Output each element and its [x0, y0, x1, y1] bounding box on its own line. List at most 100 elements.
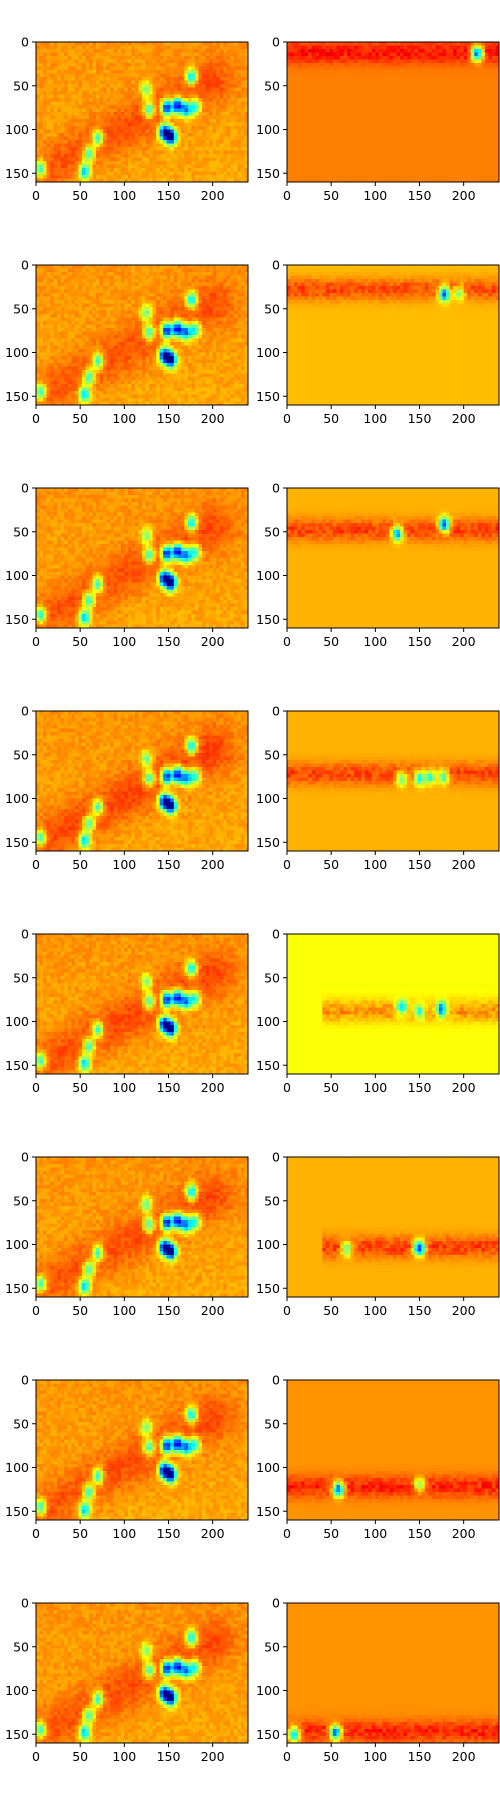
heatmap-cell [198, 147, 203, 151]
heatmap-cell [287, 70, 291, 74]
heatmap-cell [385, 105, 390, 109]
heatmap-cell [322, 91, 327, 95]
heatmap-cell [156, 70, 161, 74]
heatmap-cell [60, 143, 65, 148]
heatmap-cell [43, 178, 47, 183]
heatmap-cell [81, 268, 86, 273]
heatmap-cell [449, 112, 454, 116]
heatmap-cell [85, 59, 90, 64]
heatmap-cell [385, 154, 390, 158]
heatmap-cell [467, 161, 472, 165]
heatmap-cell [481, 147, 486, 151]
heatmap-cell [428, 94, 433, 99]
heatmap-cell [127, 143, 132, 148]
heatmap-cell [184, 133, 189, 137]
heatmap-cell [163, 42, 168, 46]
heatmap-cell [156, 136, 161, 141]
heatmap-cell [467, 45, 472, 50]
heatmap-cell [484, 129, 489, 134]
heatmap-cell [449, 157, 454, 162]
heatmap-cell [431, 157, 436, 162]
heatmap-cell [311, 150, 316, 155]
heatmap-cell [467, 56, 472, 60]
heatmap-cell [495, 112, 500, 116]
heatmap-cell [113, 140, 118, 144]
heatmap-cell [92, 164, 97, 169]
heatmap-cell [81, 168, 86, 172]
heatmap-cell [145, 59, 150, 64]
heatmap-cell [78, 161, 83, 165]
heatmap-cell [202, 91, 206, 95]
heatmap-cell [230, 150, 235, 155]
heatmap-cell [173, 52, 178, 57]
heatmap-cell [290, 94, 295, 99]
heatmap-cell [463, 112, 468, 116]
heatmap-cell [308, 164, 313, 169]
heatmap-cell [184, 129, 189, 134]
heatmap-cell [361, 91, 366, 95]
heatmap-cell [449, 94, 454, 99]
heatmap-cell [195, 133, 199, 137]
heatmap-cell [414, 91, 419, 95]
heatmap-cell [36, 175, 40, 179]
heatmap-cell [414, 136, 419, 141]
heatmap-cell [230, 42, 235, 46]
heatmap-cell [219, 70, 224, 74]
heatmap-cell [329, 105, 334, 109]
heatmap-cell [120, 268, 125, 273]
heatmap-cell [371, 133, 376, 137]
heatmap-cell [198, 115, 203, 120]
heatmap-cell [311, 66, 316, 71]
heatmap-cell [57, 171, 62, 176]
heatmap-cell [50, 161, 55, 165]
heatmap-cell [329, 73, 334, 78]
heatmap-cell [421, 136, 426, 141]
heatmap-cell [343, 150, 348, 155]
heatmap-cell [191, 87, 196, 92]
heatmap-cell [438, 164, 443, 169]
heatmap-cell [184, 154, 189, 158]
heatmap-cell [134, 175, 139, 179]
heatmap-cell [470, 101, 475, 106]
heatmap-cell [43, 73, 47, 78]
heatmap-cell [290, 119, 295, 123]
heatmap-cell [138, 129, 143, 134]
heatmap-cell [67, 157, 72, 162]
heatmap-cell [187, 178, 192, 183]
heatmap-cell [64, 178, 69, 183]
heatmap-cell [453, 154, 457, 158]
heatmap-cell [142, 178, 146, 183]
heatmap-cell [463, 77, 468, 81]
heatmap-cell [389, 91, 394, 95]
heatmap-cell [393, 66, 397, 71]
heatmap-cell [110, 56, 115, 60]
heatmap-cell [474, 129, 479, 134]
heatmap-cell [332, 171, 337, 176]
heatmap-cell [39, 178, 44, 183]
heatmap-cell [85, 129, 90, 134]
heatmap-cell [71, 45, 76, 50]
heatmap-cell [315, 129, 320, 134]
heatmap-cell [50, 171, 55, 176]
heatmap-cell [226, 87, 231, 92]
heatmap-cell [389, 112, 394, 116]
heatmap-cell [53, 112, 58, 116]
heatmap-cell [170, 133, 175, 137]
heatmap-cell [304, 52, 309, 57]
heatmap-cell [124, 133, 129, 137]
heatmap-cell [336, 126, 341, 130]
heatmap-cell [311, 168, 316, 172]
heatmap-cell [301, 98, 306, 102]
heatmap-cell [237, 105, 242, 109]
heatmap-cell [442, 70, 447, 74]
heatmap-cell [463, 164, 468, 169]
heatmap-cell [438, 157, 443, 162]
heatmap-cell [290, 171, 295, 176]
heatmap-cell [50, 115, 55, 120]
heatmap-cell [149, 126, 153, 130]
heatmap-cell [340, 108, 344, 113]
heatmap-cell [474, 105, 479, 109]
heatmap-cell [396, 108, 401, 113]
heatmap-cell [304, 175, 309, 179]
heatmap-cell [244, 133, 249, 137]
